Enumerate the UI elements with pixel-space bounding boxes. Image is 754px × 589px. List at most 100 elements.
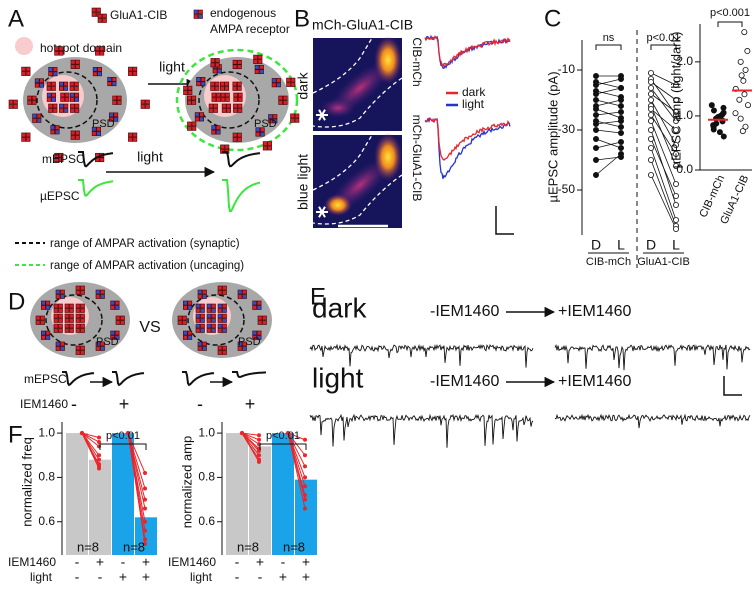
receptor	[75, 318, 81, 323]
receptor	[40, 315, 45, 321]
receptor	[199, 112, 204, 117]
receptor	[222, 318, 227, 323]
receptor	[278, 100, 283, 105]
axis-label: µEPSC amplitude (pA)	[545, 71, 560, 202]
receptor	[268, 114, 273, 119]
receptor	[255, 131, 261, 137]
receptor	[52, 67, 58, 72]
data-point	[593, 135, 600, 142]
pair-line	[650, 105, 677, 167]
y-tick-label: 0.8	[198, 470, 215, 484]
sign: -	[258, 569, 263, 585]
trace	[78, 151, 114, 168]
receptor	[214, 86, 220, 91]
data-point	[744, 48, 751, 55]
data-point	[673, 118, 680, 125]
y-tick-label: 2.0	[676, 54, 693, 68]
receptor	[237, 86, 242, 91]
receptor	[91, 131, 97, 136]
receptor	[252, 300, 257, 306]
receptor	[39, 82, 44, 88]
receptor	[267, 141, 272, 146]
receptor	[54, 129, 60, 135]
receptor	[59, 103, 64, 109]
pair-line	[81, 432, 100, 469]
receptor	[40, 320, 45, 325]
receptor	[211, 92, 217, 98]
receptor	[187, 300, 193, 306]
data-point	[618, 109, 625, 116]
bracket	[259, 443, 307, 450]
receptor	[25, 137, 31, 142]
bracket	[595, 44, 622, 50]
recording-trace	[309, 343, 534, 368]
receptor	[232, 137, 238, 142]
data-point	[593, 144, 600, 151]
data-point	[673, 162, 680, 169]
bracket	[99, 443, 147, 450]
psd-range	[187, 294, 245, 346]
receptor	[145, 104, 150, 109]
receptor	[182, 320, 187, 325]
receptor	[110, 330, 115, 336]
data-point	[648, 135, 655, 142]
receptor	[8, 99, 14, 105]
row-label: light	[30, 570, 53, 584]
receptor	[35, 315, 41, 321]
data-point	[720, 133, 727, 140]
data-point	[673, 109, 680, 116]
asterisk	[318, 109, 326, 121]
receptor	[259, 69, 264, 75]
y-tick-label: -10	[558, 62, 576, 76]
label: range of AMPAR activation (uncaging)	[50, 260, 244, 272]
receptor	[60, 346, 65, 351]
receptor	[35, 320, 41, 325]
label: -IEM1460	[430, 373, 499, 390]
receptor	[51, 81, 56, 87]
significance: ns	[603, 32, 615, 44]
receptor	[53, 308, 59, 313]
receptor	[191, 100, 197, 105]
data-point	[710, 107, 717, 114]
receptor	[210, 62, 216, 68]
receptor	[128, 71, 133, 76]
receptor	[252, 330, 257, 336]
receptor	[183, 300, 188, 306]
receptor	[262, 315, 267, 321]
receptor	[242, 341, 247, 347]
receptor	[237, 289, 243, 295]
condition-label: light	[312, 362, 364, 393]
receptor	[100, 289, 105, 295]
receptor	[110, 300, 115, 306]
data-point	[738, 72, 745, 79]
data-point	[97, 439, 101, 444]
data-point	[673, 150, 680, 157]
receptor	[58, 323, 63, 329]
receptor	[215, 125, 221, 130]
receptor	[271, 82, 277, 88]
data-point	[618, 118, 625, 125]
receptor	[45, 330, 51, 336]
receptor	[48, 67, 53, 72]
receptor	[242, 346, 247, 351]
receptor	[220, 92, 226, 98]
receptor	[92, 71, 98, 77]
receptor	[75, 64, 80, 69]
receptor	[75, 59, 80, 65]
receptor	[237, 132, 242, 138]
receptor	[202, 289, 207, 295]
receptor	[112, 95, 117, 101]
receptor	[217, 303, 223, 309]
group-label: CIB-mCh	[586, 256, 631, 268]
bar	[66, 433, 88, 555]
pair-line	[127, 432, 146, 474]
legend-label: GluA1-CIB	[110, 8, 167, 22]
receptor	[75, 308, 81, 313]
receptor	[69, 328, 74, 333]
receptor	[41, 300, 46, 306]
receptor	[194, 112, 200, 117]
data-point	[737, 115, 744, 122]
receptor	[80, 345, 85, 351]
receptor	[70, 108, 75, 113]
receptor	[217, 323, 223, 329]
